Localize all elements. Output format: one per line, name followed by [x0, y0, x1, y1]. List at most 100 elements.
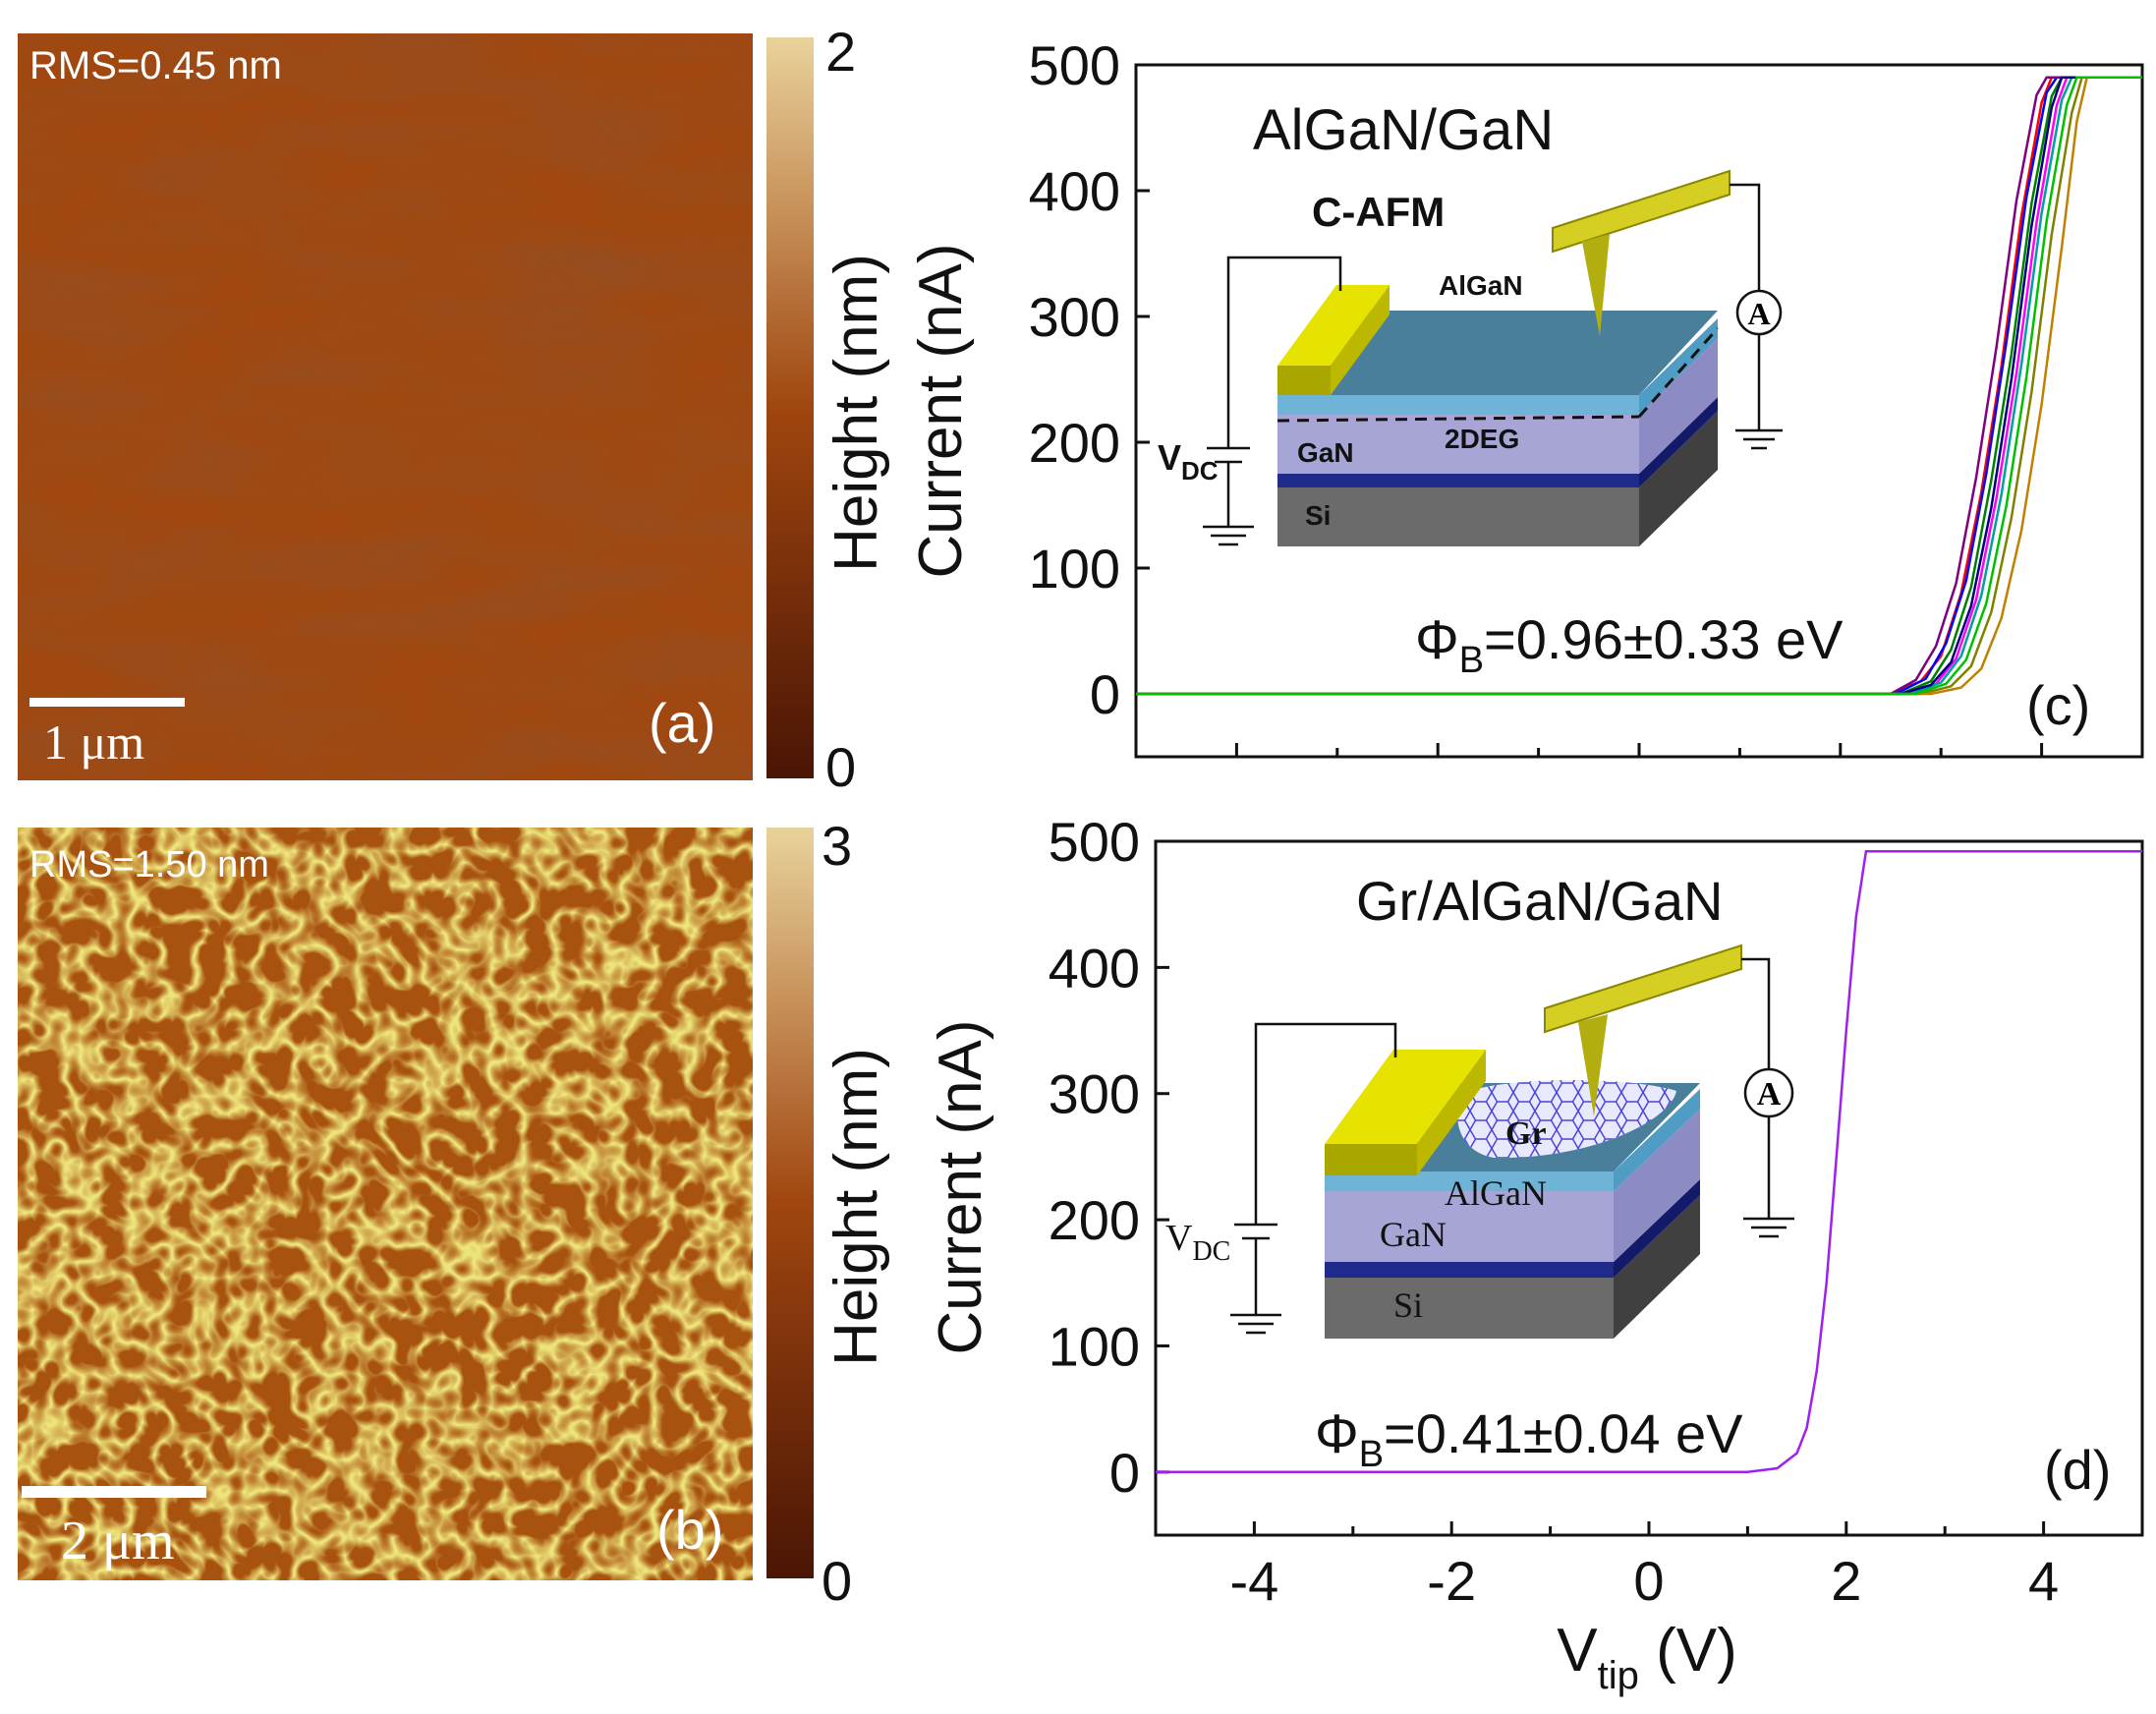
layer-2deg-front-c	[1277, 474, 1639, 487]
wire-right-d	[1741, 957, 1771, 1071]
ytick-label-c-400: 400	[1029, 160, 1120, 222]
ticks-c: 0 100 200 300 400 500	[1029, 34, 2144, 757]
cantilever-d	[1544, 943, 1742, 1034]
layer-algan-side-d	[1614, 1089, 1700, 1191]
xtick-label-d--2: -2	[1427, 1550, 1476, 1612]
colorbar-label-b: Height (nm)	[823, 1048, 890, 1366]
layer-algan-front-d	[1325, 1171, 1614, 1191]
series-line-c-6	[1136, 76, 2142, 696]
layer-si-front-d	[1325, 1278, 1614, 1339]
series-line-c-5	[1136, 76, 2142, 696]
annotation-c: ΦB=0.96±0.33 eV	[1415, 608, 1844, 681]
xtick-label-d--4: -4	[1230, 1550, 1279, 1612]
panel-label-b: (b)	[656, 1499, 723, 1561]
layer-si-side-c	[1639, 411, 1718, 546]
layer-algan-front-c	[1277, 395, 1639, 415]
series-line-c-7	[1136, 76, 2142, 696]
wire-right-c	[1730, 183, 1761, 291]
chart-d: 0 100 200 300 400 500 -4 -2 0 2 4 Current (nA) Vti…	[927, 811, 2144, 1697]
xlabel-d: Vtip (V)	[1557, 1617, 1736, 1697]
layer-algan-side-c	[1639, 318, 1718, 415]
ytick-label-d-400: 400	[1049, 937, 1140, 999]
scale-bar-b	[22, 1486, 206, 1498]
ytick-label-d-300: 300	[1049, 1063, 1140, 1125]
contact-pad-front-d	[1325, 1144, 1417, 1175]
layer-label-gr-d: Gr	[1505, 1115, 1547, 1152]
annotation-d: ΦB=0.41±0.04 eV	[1315, 1402, 1743, 1475]
layer-label-algan-c: AlGaN	[1439, 270, 1523, 301]
panel-a: RMS=0.45 nm 1 μm (a) 2 0 Height (nm)	[18, 21, 890, 798]
afm-texture-a	[18, 33, 753, 780]
ytick-label-d-200: 200	[1049, 1189, 1140, 1251]
vdc-label-d: VDC	[1165, 1218, 1230, 1267]
layer-label-gan-c: GaN	[1297, 437, 1354, 468]
layer-gan-side-d	[1614, 1109, 1700, 1262]
series-c	[1136, 76, 2142, 696]
colorbar-min-b: 0	[822, 1550, 852, 1612]
layer-label-2deg-c: 2DEG	[1445, 424, 1519, 454]
layer-label-gan-d: GaN	[1380, 1215, 1447, 1254]
layer-2deg-side-c	[1639, 397, 1718, 487]
ytick-label-c-100: 100	[1029, 538, 1120, 600]
colorbar-b	[766, 828, 814, 1578]
colorbar-min-a: 0	[825, 736, 856, 798]
panel-label-c: (c)	[2026, 674, 2090, 736]
2deg-dashed-line-c	[1277, 415, 1640, 423]
ytick-label-d-0: 0	[1109, 1442, 1140, 1504]
series-line-d-1	[1156, 850, 2142, 1474]
layer-si-front-c	[1277, 487, 1639, 546]
layer-algan-top-c	[1277, 311, 1718, 395]
series-line-c-2	[1136, 76, 2142, 696]
ammeter-label-c: A	[1747, 296, 1770, 331]
afm-texture-b	[18, 828, 753, 1580]
layer-label-si-d: Si	[1393, 1286, 1423, 1325]
layer-gan-side-c	[1639, 338, 1718, 474]
xtick-label-d-0: 0	[1633, 1550, 1664, 1612]
panel-label-a: (a)	[649, 692, 715, 754]
ytick-label-d-100: 100	[1049, 1315, 1140, 1377]
contact-pad-d	[1325, 1050, 1486, 1144]
rms-label-b: RMS=1.50 nm	[29, 844, 269, 886]
ylabel-d: Current (nA)	[927, 1019, 994, 1354]
layer-2deg-front-d	[1325, 1262, 1614, 1278]
series-line-c-10	[1136, 76, 2142, 696]
panel-label-d: (d)	[2044, 1439, 2111, 1501]
ylabel-c: Current (nA)	[907, 243, 975, 578]
ammeter-label-d: A	[1757, 1076, 1782, 1113]
layer-si-side-d	[1614, 1195, 1700, 1339]
contact-pad-side-c	[1331, 285, 1390, 395]
contact-pad-front-c	[1277, 366, 1331, 395]
chart-title-c: AlGaN/GaN	[1253, 98, 1554, 162]
afm-tip-c	[1582, 234, 1610, 336]
wire-left-c	[1226, 256, 1342, 448]
series-line-c-9	[1136, 76, 2142, 696]
ytick-label-c-300: 300	[1029, 286, 1120, 348]
series-line-c-3	[1136, 76, 2142, 696]
layer-label-algan-d: AlGaN	[1445, 1173, 1547, 1213]
inset-diagram-d: VDC A Gr AlGaN GaN Si	[1165, 943, 1794, 1339]
layer-gan-front-c	[1277, 415, 1639, 474]
layer-label-si-c: Si	[1305, 500, 1331, 531]
scale-bar-a	[29, 698, 185, 707]
layer-2deg-side-d	[1614, 1179, 1700, 1278]
series-d	[1156, 850, 2142, 1474]
inset-title-c: C-AFM	[1312, 189, 1445, 235]
ytick-label-c-0: 0	[1090, 663, 1120, 725]
rms-label-a: RMS=0.45 nm	[29, 44, 282, 87]
xtick-label-d-2: 2	[1831, 1550, 1861, 1612]
xtick-label-d-4: 4	[2028, 1550, 2059, 1612]
2deg-dashed-line-side-c	[1637, 327, 1720, 418]
contact-pad-side-d	[1417, 1050, 1486, 1175]
ytick-label-c-500: 500	[1029, 34, 1120, 96]
ticks-d: 0 100 200 300 400 500 -4 -2 0 2 4	[1049, 811, 2144, 1612]
ytick-label-d-500: 500	[1049, 811, 1140, 873]
colorbar-a	[766, 37, 814, 778]
vdc-label-c: VDC	[1158, 437, 1219, 486]
layer-gan-front-d	[1325, 1191, 1614, 1262]
wire-left-d	[1254, 1022, 1397, 1225]
scale-bar-label-a: 1 μm	[43, 714, 144, 770]
colorbar-label-a: Height (nm)	[823, 254, 890, 572]
inset-diagram-c: C-AFM	[1158, 169, 1783, 546]
